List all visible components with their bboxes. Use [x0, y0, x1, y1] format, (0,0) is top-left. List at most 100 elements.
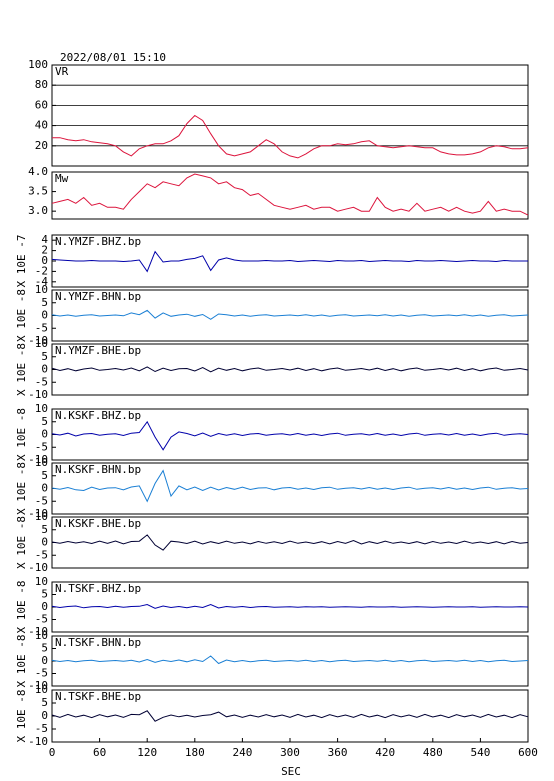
y-tick-label: 4: [41, 233, 48, 246]
x-tick-label: 180: [185, 746, 205, 759]
y-axis-label: X 10E -8: [15, 581, 28, 634]
panel-label: N.KSKF.BHZ.bp: [55, 409, 141, 422]
y-tick-label: 5: [41, 350, 48, 363]
trace: [51, 309, 529, 320]
y-tick-label: 5: [41, 415, 48, 428]
trace: [51, 655, 529, 665]
panel-label: N.YMZF.BHE.bp: [55, 344, 141, 357]
y-tick-label: 0: [41, 428, 48, 441]
panel-label: N.TSKF.BHE.bp: [55, 690, 141, 703]
x-tick-label: 240: [232, 746, 252, 759]
y-tick-label: 10: [35, 510, 48, 523]
y-tick-label: -5: [35, 613, 48, 626]
y-axis-label: X 10E -8: [15, 462, 28, 515]
panel-label: N.TSKF.BHN.bp: [55, 636, 141, 649]
y-axis-label: X 10E -8: [15, 408, 28, 461]
trace: [52, 114, 529, 159]
y-tick-label: 0: [41, 536, 48, 549]
panel-label: N.TSKF.BHZ.bp: [55, 582, 141, 595]
panel-label: N.YMZF.BHZ.bp: [55, 235, 141, 248]
y-tick-label: -10: [28, 453, 48, 466]
y-tick-label: 5: [41, 469, 48, 482]
y-tick-label: -5: [35, 722, 48, 735]
trace: [51, 710, 529, 722]
y-tick-label: 2: [41, 244, 48, 257]
y-tick-label: -10: [28, 561, 48, 574]
y-tick-label: -10: [28, 625, 48, 638]
y-tick-label: -10: [28, 388, 48, 401]
panel-label: N.KSKF.BHN.bp: [55, 463, 141, 476]
y-tick-label: 10: [35, 283, 48, 296]
y-tick-label: -4: [35, 275, 49, 288]
y-tick-label: 10: [35, 402, 48, 415]
x-axis-label: SEC: [281, 765, 301, 778]
panel-label: VR: [55, 65, 69, 78]
trace: [51, 250, 528, 273]
y-tick-label: 0: [41, 363, 48, 376]
y-tick-label: 5: [41, 696, 48, 709]
y-tick-label: 5: [41, 642, 48, 655]
y-tick-label: 10: [35, 683, 48, 696]
y-tick-label: 10: [35, 456, 48, 469]
x-tick-label: 420: [375, 746, 395, 759]
panel-label: N.YMZF.BHN.bp: [55, 290, 141, 303]
y-axis-label: X 10E -8: [15, 516, 28, 569]
y-tick-label: 0: [41, 709, 48, 722]
y-tick-label: 0: [41, 654, 48, 667]
y-tick-label: -5: [35, 667, 48, 680]
y-tick-label: -10: [28, 507, 48, 520]
x-tick-label: 60: [93, 746, 106, 759]
chart-title: 2022/08/01 15:10: [60, 51, 166, 64]
y-tick-label: 60: [35, 98, 48, 111]
y-axis-label: X 10E -8: [15, 690, 28, 743]
y-tick-label: 0: [41, 254, 48, 267]
y-tick-label: 100: [28, 58, 48, 71]
y-tick-label: -2: [35, 264, 48, 277]
x-tick-label: 0: [49, 746, 56, 759]
y-tick-label: 10: [35, 575, 48, 588]
y-tick-label: -10: [28, 735, 48, 748]
y-tick-label: -10: [28, 334, 48, 347]
y-tick-label: 0: [41, 482, 48, 495]
trace: [51, 603, 529, 609]
x-tick-label: 360: [328, 746, 348, 759]
y-tick-label: 40: [35, 119, 48, 132]
trace: [51, 534, 529, 551]
panel-label: N.KSKF.BHE.bp: [55, 517, 141, 530]
x-tick-label: 300: [280, 746, 300, 759]
y-tick-label: -5: [35, 548, 48, 561]
y-tick-label: -10: [28, 679, 48, 692]
panel-frame: [51, 171, 529, 220]
x-tick-label: 480: [423, 746, 443, 759]
y-tick-label: 10: [35, 337, 48, 350]
y-tick-label: 0: [41, 600, 48, 613]
y-axis-label: X 10E -8: [15, 635, 28, 688]
y-tick-label: 10: [35, 629, 48, 642]
y-axis-label: X 10E -7: [15, 235, 28, 288]
y-tick-label: -5: [35, 440, 48, 453]
y-tick-label: 5: [41, 523, 48, 536]
y-tick-label: 3.5: [28, 185, 48, 198]
trace: [51, 469, 529, 503]
trace: [51, 366, 529, 373]
y-tick-label: 5: [41, 588, 48, 601]
y-tick-label: 4.0: [28, 165, 48, 178]
y-tick-label: 0: [41, 309, 48, 322]
y-tick-label: -5: [35, 321, 48, 334]
y-axis-label: X 10E -8: [15, 343, 28, 396]
x-tick-label: 540: [470, 746, 490, 759]
trace: [51, 420, 529, 451]
panel-label: Mw: [55, 172, 69, 185]
y-tick-label: 20: [35, 139, 48, 152]
y-tick-label: 80: [35, 78, 48, 91]
trace: [51, 173, 529, 216]
y-tick-label: -5: [35, 375, 48, 388]
y-tick-label: -5: [35, 494, 48, 507]
panel-frame: [51, 64, 529, 167]
y-tick-label: 3.0: [28, 204, 48, 217]
x-tick-label: 600: [518, 746, 538, 759]
x-tick-label: 120: [137, 746, 157, 759]
y-tick-label: 5: [41, 296, 48, 309]
y-axis-label: X 10E -8: [15, 289, 28, 342]
